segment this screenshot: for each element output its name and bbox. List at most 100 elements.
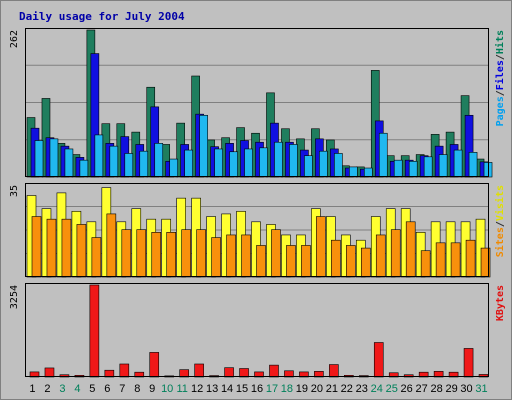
- day-label: 1: [29, 383, 35, 395]
- day-label: 20: [311, 383, 323, 395]
- bar-pages-day-4: [79, 159, 89, 178]
- bar-pages-day-30: [468, 152, 478, 178]
- bar-sites-day-2: [46, 218, 57, 278]
- bar-sites-day-16: [256, 245, 266, 278]
- bar-kbytes-day-11: [179, 369, 189, 378]
- day-label: 26: [401, 383, 413, 395]
- bar-pages-day-20: [319, 150, 328, 178]
- series-legend-label: KBytes: [495, 285, 506, 321]
- day-label: 28: [430, 383, 442, 395]
- bar-pages-day-11: [184, 149, 193, 178]
- bar-sites-day-4: [76, 224, 87, 278]
- legend-text: Pages: [495, 96, 506, 126]
- bar-sites-day-27: [420, 250, 431, 278]
- legend-text: Sites: [494, 227, 506, 257]
- bar-sites-day-25: [390, 229, 401, 278]
- bar-sites-day-17: [271, 229, 281, 278]
- series-legend-label: Pages/Files/Hits: [494, 30, 506, 126]
- bar-sites-day-3: [61, 218, 72, 278]
- bar-pages-day-7: [124, 153, 134, 178]
- bar-pages-day-24: [378, 132, 388, 178]
- day-label: 16: [251, 383, 263, 395]
- bar-sites-day-9: [151, 232, 162, 278]
- legend-text: Files: [494, 60, 506, 90]
- bar-sites-day-1: [31, 216, 42, 278]
- day-label: 6: [104, 383, 110, 395]
- day-label: 2: [44, 383, 50, 395]
- bar-sites-day-20: [316, 216, 326, 278]
- bar-kbytes-day-30: [463, 348, 474, 378]
- day-label: 5: [89, 383, 95, 395]
- day-label: 19: [296, 383, 308, 395]
- bar-sites-day-19: [301, 245, 311, 278]
- bar-sites-day-10: [166, 232, 177, 278]
- plot-area: [25, 283, 489, 377]
- bar-sites-day-22: [346, 245, 356, 278]
- y-max-label: 262: [9, 30, 20, 48]
- bar-sites-day-21: [331, 239, 341, 278]
- plot-border: [25, 28, 489, 177]
- plot-border: [25, 183, 489, 277]
- bar-kbytes-day-6: [104, 369, 115, 378]
- day-label: 29: [445, 383, 457, 395]
- day-label: 23: [356, 383, 368, 395]
- bar-sites-day-23: [360, 247, 371, 278]
- chart-title: Daily usage for July 2004: [19, 10, 185, 23]
- plot-border: [25, 283, 489, 377]
- day-label: 8: [134, 383, 140, 395]
- bar-pages-day-12: [199, 114, 208, 178]
- day-axis-labels: 1 2 3 4 5 6 7 8 9 10 11 12 13 14 15 16 17 18 19 20 21 22 23 24 2…: [29, 383, 487, 395]
- bar-sites-day-12: [196, 229, 206, 278]
- bar-sites-day-6: [106, 213, 117, 278]
- bar-sites-day-14: [226, 234, 236, 278]
- day-label: 9: [149, 383, 155, 395]
- bar-kbytes-day-5: [89, 284, 100, 378]
- bar-kbytes-day-12: [194, 363, 204, 378]
- day-label: 12: [191, 383, 203, 395]
- legend-text: Visits: [494, 185, 506, 221]
- bar-kbytes-day-24: [373, 342, 384, 378]
- bar-kbytes-day-21: [329, 364, 339, 378]
- bar-sites-day-18: [286, 245, 296, 278]
- bar-sites-day-8: [136, 229, 147, 278]
- bar-pages-day-15: [244, 148, 253, 178]
- day-label: 3: [59, 383, 65, 395]
- bar-pages-day-1: [34, 140, 44, 178]
- bar-pages-day-25: [393, 159, 403, 178]
- bar-pages-day-13: [214, 148, 223, 178]
- bar-sites-day-28: [435, 242, 446, 278]
- day-label: 13: [206, 383, 218, 395]
- day-label: 21: [326, 383, 338, 395]
- bar-pages-day-28: [438, 154, 448, 178]
- bar-pages-day-18: [289, 144, 298, 178]
- bar-pages-day-8: [139, 150, 149, 178]
- day-label: 7: [119, 383, 125, 395]
- bar-sites-day-7: [121, 229, 132, 278]
- bar-pages-day-14: [229, 151, 238, 178]
- bar-kbytes-day-15: [239, 368, 249, 378]
- bar-pages-day-9: [154, 143, 164, 178]
- visits_panel: 35 Sites/Visits: [9, 183, 506, 278]
- bar-sites-day-29: [450, 242, 461, 278]
- series-legend-label: Sites/Visits: [494, 185, 506, 257]
- legend-text: /: [495, 221, 506, 227]
- day-label: 27: [416, 383, 428, 395]
- day-label: 31: [475, 383, 487, 395]
- bar-pages-day-23: [363, 167, 373, 178]
- day-label: 11: [176, 383, 187, 395]
- bar-pages-day-26: [408, 160, 418, 178]
- bar-kbytes-day-2: [44, 367, 55, 378]
- bar-sites-day-13: [211, 237, 221, 278]
- day-label: 17: [266, 383, 278, 395]
- bar-pages-day-3: [64, 148, 74, 178]
- bar-sites-day-24: [375, 234, 386, 278]
- series-visits: [26, 187, 486, 278]
- day-label: 22: [341, 383, 353, 395]
- bar-pages-day-17: [274, 141, 283, 178]
- legend-text: Hits: [494, 30, 506, 54]
- day-label: 14: [221, 383, 233, 395]
- bar-pages-day-29: [453, 149, 463, 178]
- legend-text: /: [495, 54, 506, 60]
